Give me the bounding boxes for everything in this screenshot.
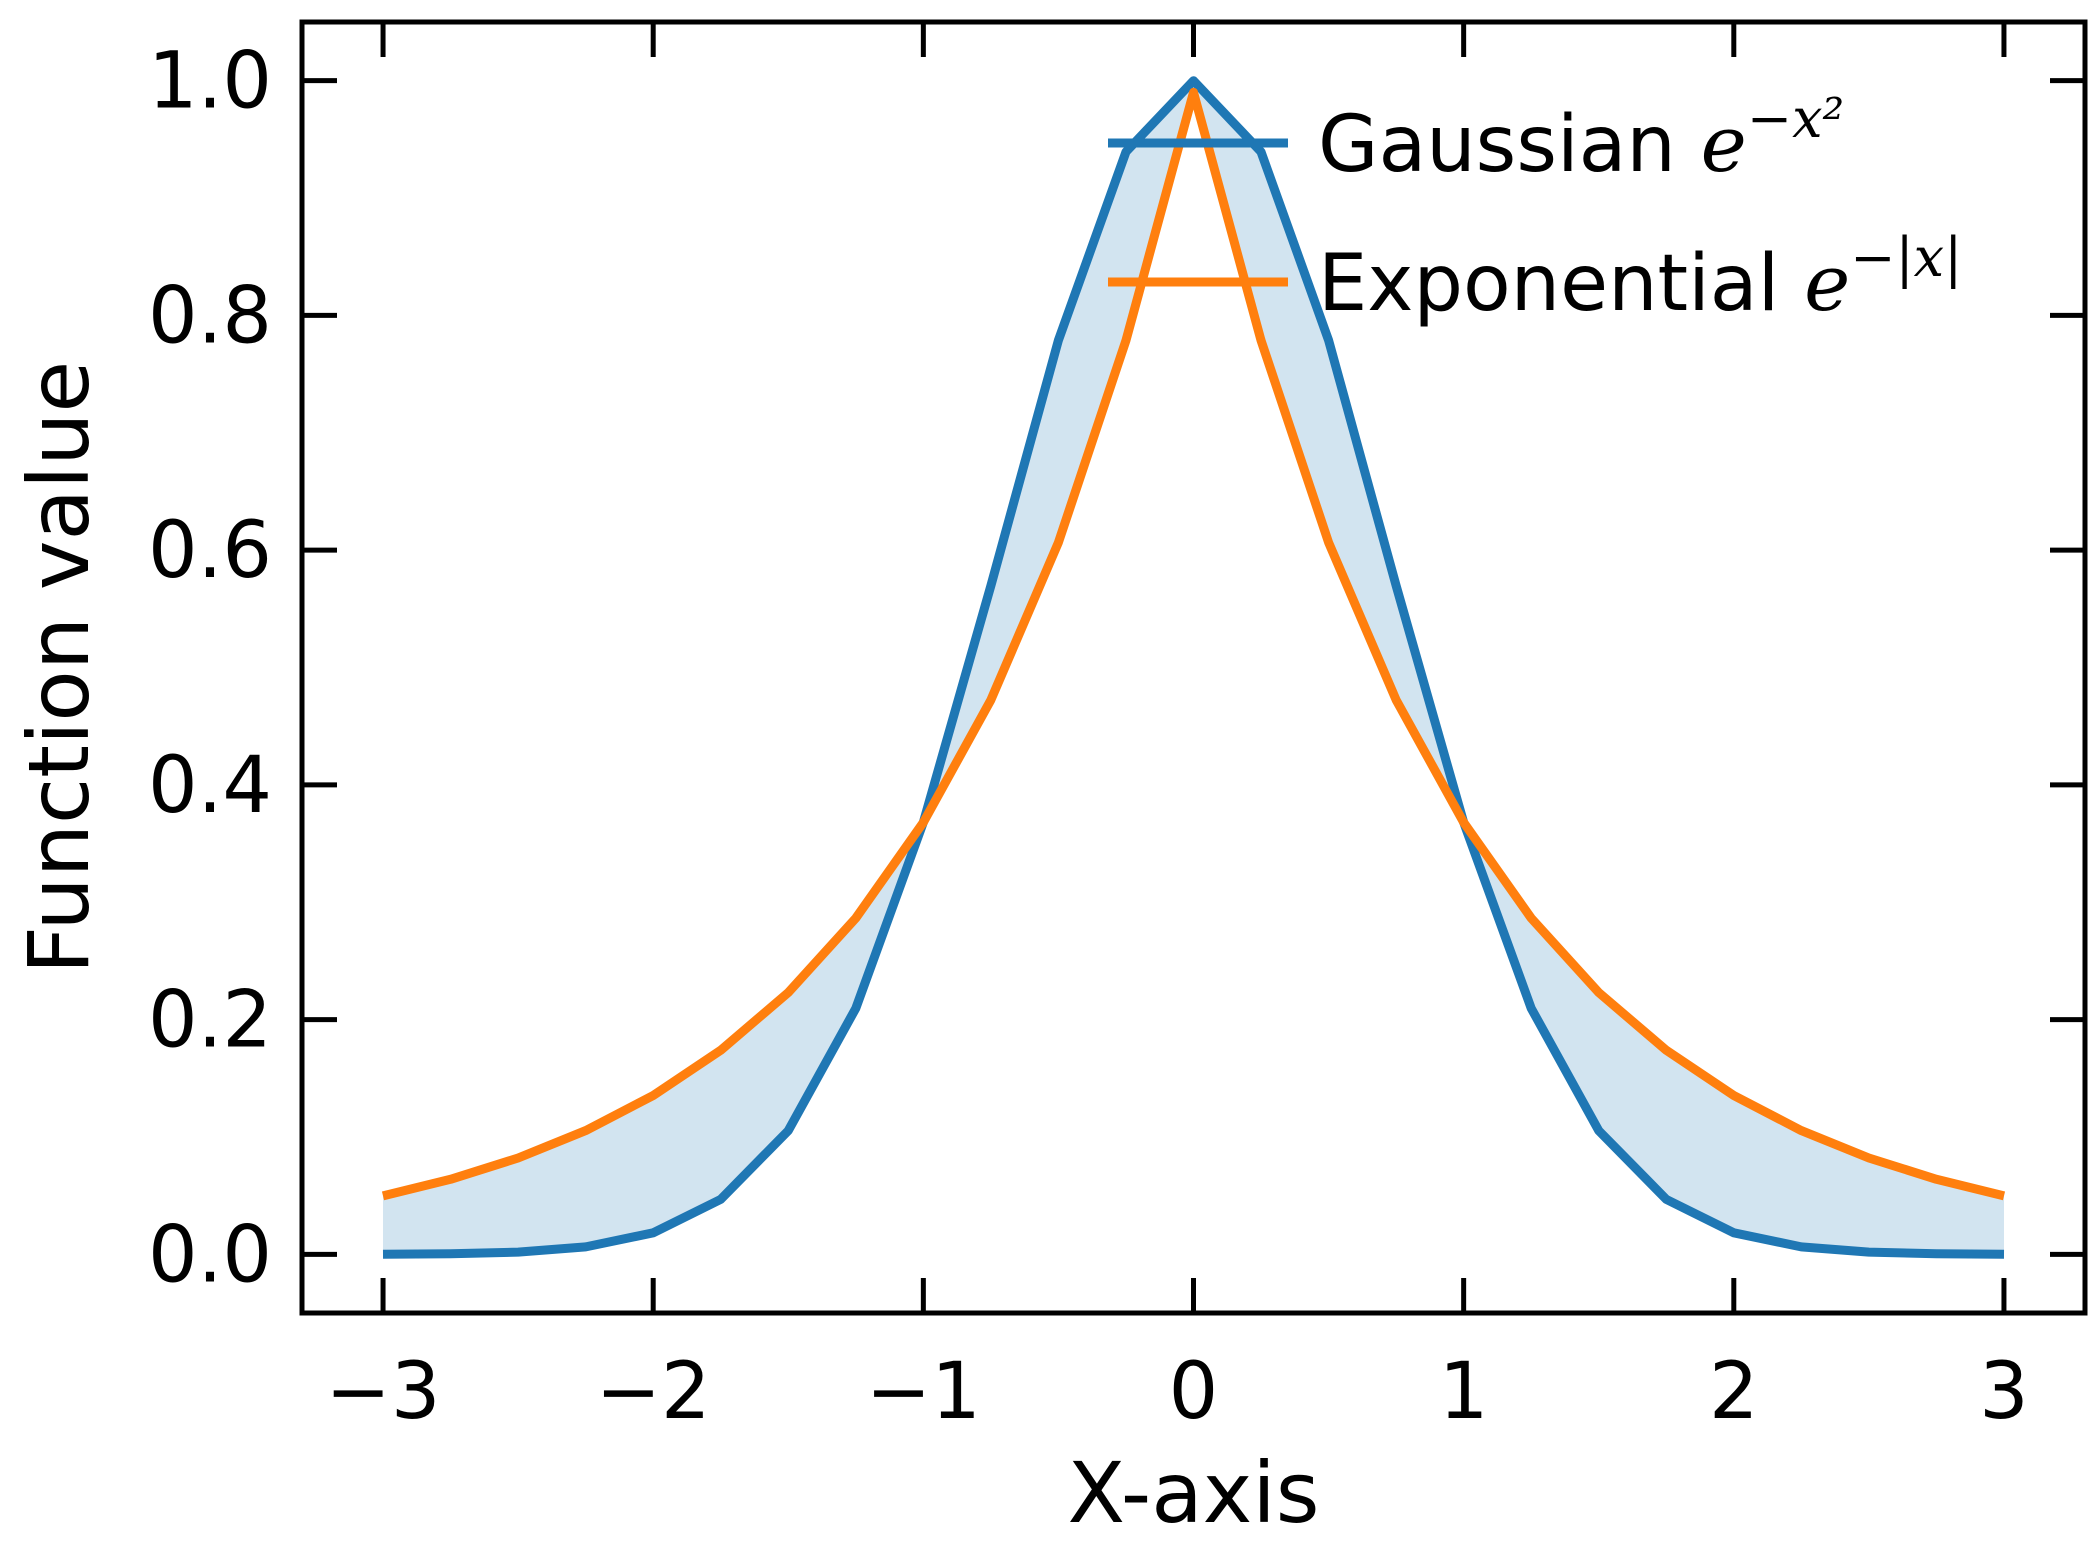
x-tick-label: 3 bbox=[1979, 1347, 2029, 1437]
y-axis-label: Function value bbox=[10, 361, 108, 974]
x-tick-label: −1 bbox=[866, 1347, 981, 1437]
legend: Gaussian e−x² Exponential e−|x| bbox=[1108, 87, 1962, 329]
y-tick-label: 0.6 bbox=[148, 506, 272, 596]
x-axis-label: X-axis bbox=[1068, 1444, 1320, 1542]
x-tick-label: 1 bbox=[1439, 1347, 1489, 1437]
x-tick-label: 0 bbox=[1169, 1347, 1219, 1437]
legend-label-0: Gaussian e−x² bbox=[1318, 87, 1844, 190]
y-tick-label: 0.4 bbox=[148, 741, 272, 831]
x-tick-label: −3 bbox=[326, 1347, 441, 1437]
y-tick-label: 0.0 bbox=[148, 1210, 272, 1300]
y-tick-label: 0.2 bbox=[148, 976, 272, 1066]
axis-ticks: −3 −2 −1 0 1 2 3 0.0 0.2 0.4 0.6 0.8 1.0 bbox=[148, 22, 2085, 1437]
y-tick-label: 1.0 bbox=[148, 37, 272, 127]
x-tick-label: 2 bbox=[1709, 1347, 1759, 1437]
series-line-0 bbox=[382, 76, 2005, 1259]
y-tick-label: 0.8 bbox=[148, 271, 272, 361]
series-lines bbox=[381, 76, 2006, 1259]
legend-label-1: Exponential e−|x| bbox=[1318, 226, 1962, 329]
series-line-1 bbox=[381, 87, 2006, 1201]
x-tick-label: −2 bbox=[596, 1347, 711, 1437]
plot-frame bbox=[299, 19, 2088, 1316]
